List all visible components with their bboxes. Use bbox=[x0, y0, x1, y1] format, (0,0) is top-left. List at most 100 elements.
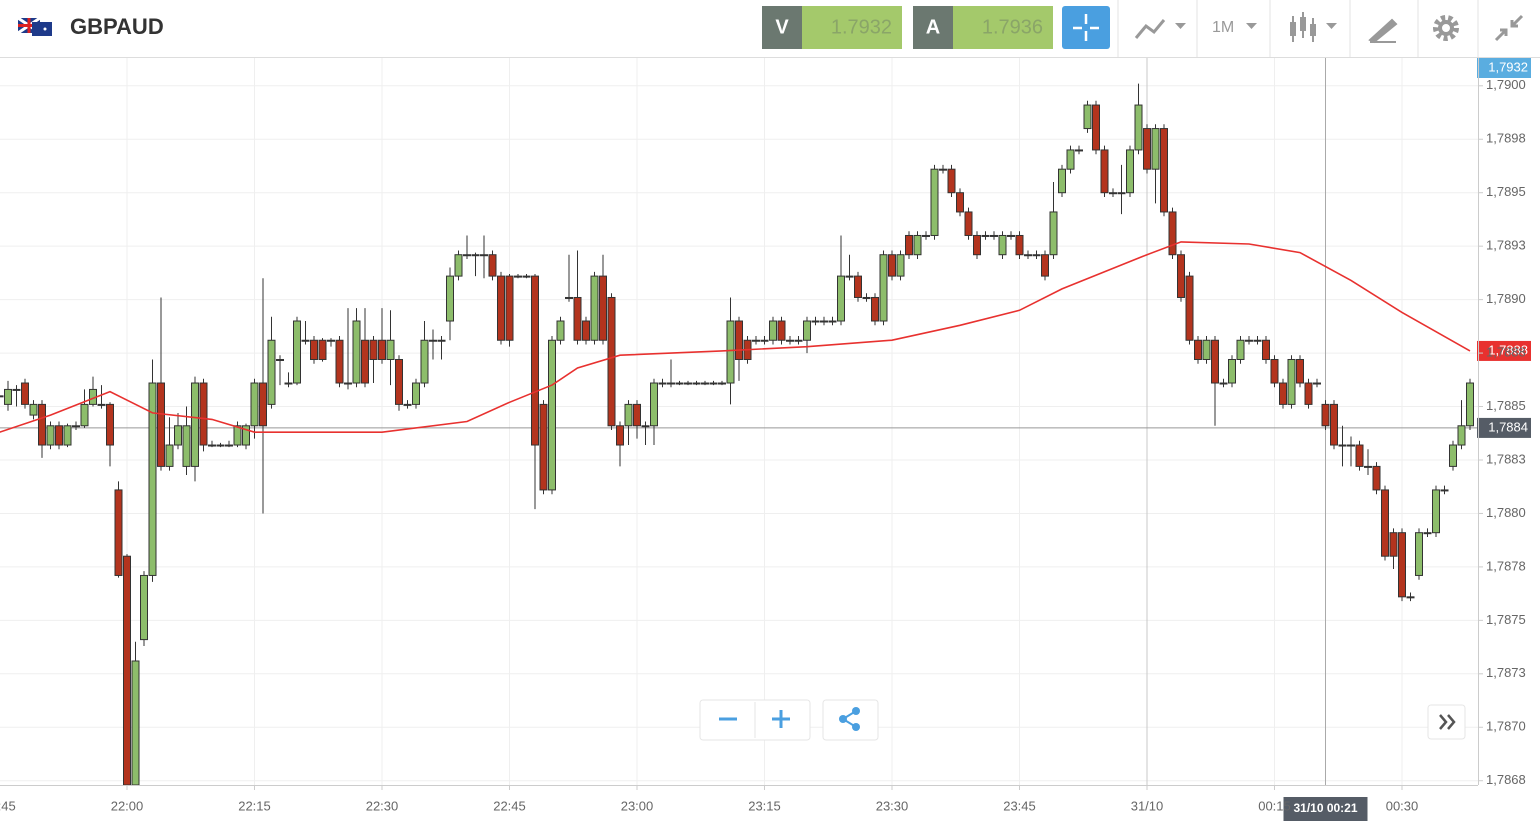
candle-body bbox=[140, 574, 148, 641]
candle-body bbox=[565, 296, 573, 299]
candle-body bbox=[735, 320, 743, 360]
candle-body bbox=[769, 320, 777, 341]
buy-button[interactable]: A 1.7936 bbox=[913, 6, 1053, 49]
candle-body bbox=[208, 444, 216, 447]
candle-body bbox=[1109, 192, 1117, 195]
candle-body bbox=[828, 320, 837, 323]
candle-body bbox=[709, 382, 718, 385]
candle-body bbox=[845, 275, 854, 278]
settings-button[interactable] bbox=[1433, 15, 1459, 41]
timeframe-button[interactable]: 1M bbox=[1212, 19, 1257, 36]
candle-body bbox=[488, 254, 497, 277]
candle-body bbox=[1228, 358, 1236, 384]
candle-body bbox=[276, 358, 284, 361]
crosshair-x-tag: 31/10 00:21 bbox=[1283, 797, 1368, 821]
candle-body bbox=[1202, 339, 1211, 360]
candle-body bbox=[701, 382, 709, 385]
candle-body bbox=[497, 275, 505, 341]
y-tick-label: 1,7890 bbox=[1486, 291, 1526, 306]
candle-body bbox=[1457, 425, 1466, 446]
candle-body bbox=[930, 168, 939, 236]
candle-body bbox=[369, 339, 378, 360]
x-tick-label: 23:30 bbox=[876, 798, 909, 813]
candle-body bbox=[148, 382, 157, 576]
sell-button[interactable]: V 1.7932 bbox=[762, 6, 902, 49]
draw-button[interactable] bbox=[1368, 18, 1398, 44]
x-tick-label: 22:45 bbox=[493, 798, 526, 813]
candle-body bbox=[692, 382, 701, 385]
candle-body bbox=[556, 320, 565, 341]
candle-body bbox=[233, 425, 242, 446]
candle-body bbox=[429, 339, 437, 342]
candle-body bbox=[12, 388, 21, 391]
crosshair-y-tag-label: 1,7884 bbox=[1488, 419, 1528, 434]
candle-body bbox=[284, 382, 293, 385]
candle-body bbox=[80, 403, 89, 427]
candle-body bbox=[1024, 254, 1032, 257]
candle-body bbox=[1304, 382, 1313, 405]
candle-body bbox=[1355, 444, 1364, 467]
candle-body bbox=[837, 275, 845, 322]
candle-body bbox=[990, 234, 998, 237]
chart-type-button[interactable] bbox=[1134, 19, 1186, 39]
candle-body bbox=[505, 275, 514, 341]
y-tick-label: 1,7870 bbox=[1486, 719, 1526, 734]
candle-body bbox=[1313, 382, 1321, 385]
candle-body bbox=[607, 296, 616, 427]
candle-body bbox=[386, 339, 395, 360]
candle-body bbox=[293, 320, 301, 384]
sell-price: 1.7932 bbox=[831, 16, 892, 38]
crosshair-x-label: 31/10 00:21 bbox=[1293, 801, 1357, 815]
candle-body bbox=[667, 382, 675, 385]
candle-body bbox=[4, 388, 12, 405]
candle-body bbox=[437, 339, 446, 342]
candle-body bbox=[1194, 339, 1202, 360]
y-tick-label: 1,7888 bbox=[1486, 345, 1526, 360]
candle-body bbox=[811, 320, 820, 323]
candle-body bbox=[939, 168, 947, 171]
x-tick-label: 22:30 bbox=[366, 798, 399, 813]
candle-body bbox=[1279, 382, 1287, 405]
candle-body bbox=[1253, 339, 1262, 342]
candle-body bbox=[412, 382, 420, 405]
candle-body bbox=[1177, 254, 1185, 298]
candle-body bbox=[1049, 211, 1058, 256]
collapse-button[interactable] bbox=[1494, 14, 1524, 42]
candle-body bbox=[752, 339, 760, 342]
candle-body bbox=[624, 403, 633, 427]
crosshair-button[interactable] bbox=[1062, 6, 1110, 49]
candle-body bbox=[1338, 444, 1347, 447]
candle-body bbox=[590, 275, 599, 341]
candle-body bbox=[1449, 444, 1457, 467]
candle-body bbox=[327, 339, 335, 342]
candle-style-button[interactable] bbox=[1290, 12, 1337, 42]
candle-body bbox=[267, 339, 276, 405]
candle-body bbox=[1134, 104, 1143, 151]
candle-body bbox=[998, 234, 1007, 256]
candle-body bbox=[777, 320, 786, 341]
candle-body bbox=[573, 296, 582, 341]
candle-body bbox=[947, 168, 956, 194]
candle-body bbox=[0, 395, 4, 398]
buy-price: 1.7936 bbox=[982, 16, 1043, 38]
candle-body bbox=[29, 403, 38, 416]
candle-body bbox=[1083, 104, 1092, 130]
symbol: GBPAUD bbox=[70, 14, 164, 39]
candle-body bbox=[760, 339, 769, 342]
candle-body bbox=[301, 339, 310, 342]
y-tick-label: 1,7875 bbox=[1486, 612, 1526, 627]
candle-body bbox=[905, 234, 913, 256]
x-tick-label: 00:30 bbox=[1386, 798, 1419, 813]
candle-body bbox=[1321, 403, 1330, 427]
y-tick-label: 1,7898 bbox=[1486, 131, 1526, 146]
candle-body bbox=[216, 444, 225, 447]
candle-body bbox=[225, 444, 233, 447]
candle-body bbox=[1211, 339, 1219, 384]
candle-body bbox=[1364, 465, 1372, 468]
candle-body bbox=[480, 254, 488, 257]
candle-body bbox=[1058, 168, 1066, 194]
candle-body bbox=[1347, 444, 1355, 447]
zoom-in[interactable] bbox=[772, 710, 790, 728]
y-tick-label: 1,7878 bbox=[1486, 558, 1526, 573]
share-button[interactable] bbox=[822, 699, 879, 741]
